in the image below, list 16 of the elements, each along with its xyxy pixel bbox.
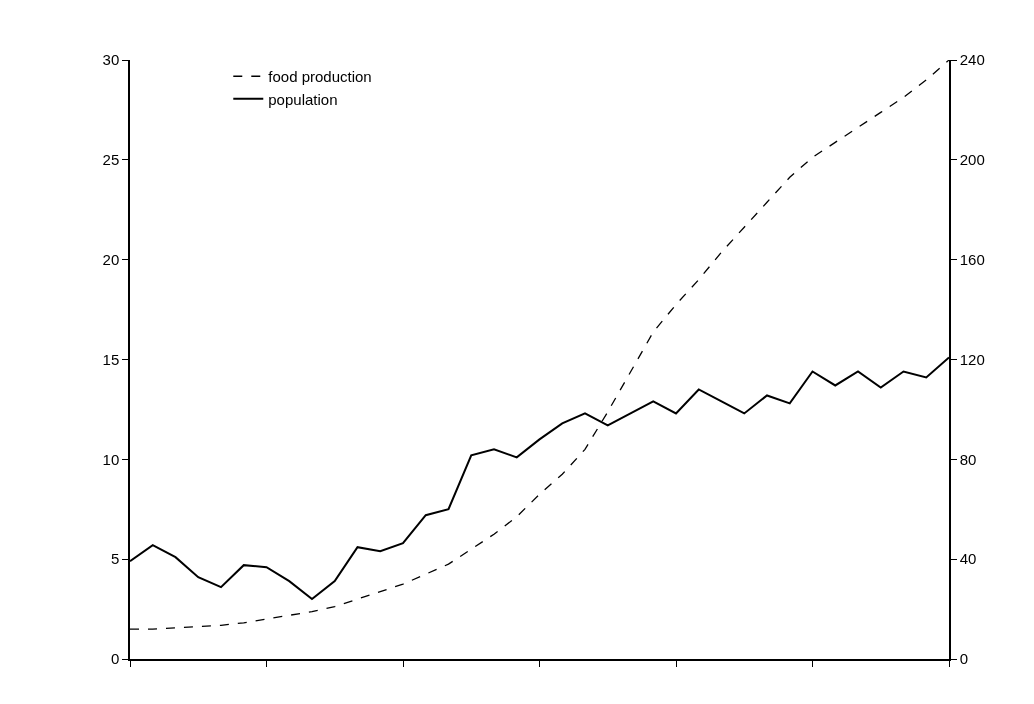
y-tick-label: 30: [102, 51, 120, 69]
legend-label: food production: [268, 68, 372, 86]
y-tick-label: 0: [110, 650, 120, 668]
y-tick-label: 25: [102, 151, 120, 169]
y-tick-label: 20: [102, 250, 120, 268]
y2-tick-label: 40: [959, 550, 977, 568]
y-tick-label: 10: [102, 450, 120, 468]
y2-tick-label: 200: [959, 151, 985, 169]
y2-tick-label: 80: [959, 450, 977, 468]
y2-tick-label: 160: [959, 250, 985, 268]
y2-tick-label: 0: [959, 650, 969, 668]
y2-tick-label: 240: [959, 51, 985, 69]
y-tick-label: 5: [110, 550, 120, 568]
legend-label: population: [268, 90, 338, 108]
y2-tick-label: 120: [959, 350, 985, 368]
y-tick-label: 15: [102, 350, 120, 368]
